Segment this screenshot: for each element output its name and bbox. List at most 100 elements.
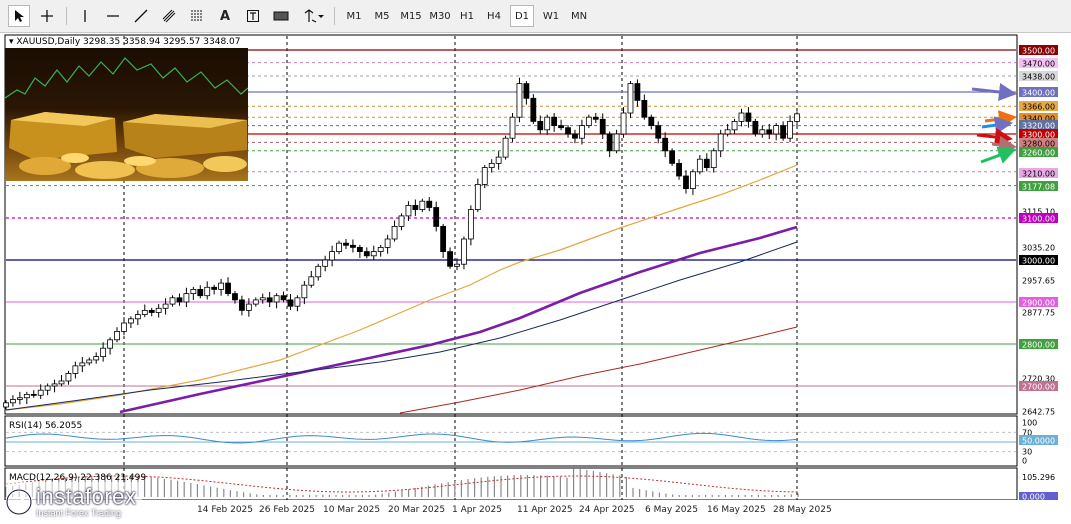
timeframe-m5[interactable]: M5: [374, 10, 390, 22]
candle-body: [433, 207, 440, 227]
candle-body: [176, 297, 183, 303]
timeframe-mn[interactable]: MN: [570, 10, 588, 22]
macd-axis-label: 105.296: [1022, 473, 1055, 482]
candle-body: [599, 118, 606, 135]
candle-body: [745, 112, 752, 122]
candle-body: [148, 309, 155, 313]
channel-tool-icon[interactable]: [158, 5, 180, 27]
vertical-line-icon[interactable]: [74, 5, 96, 27]
timeframe-w1[interactable]: W1: [542, 10, 560, 22]
crosshair-tool-icon[interactable]: [36, 5, 58, 27]
arrows-dropdown-icon[interactable]: [300, 5, 328, 27]
text-tool-button[interactable]: A: [219, 8, 231, 24]
rsi-axis-label: 100: [1022, 419, 1037, 428]
date-label: 10 Mar 2025: [323, 505, 381, 515]
candle-body: [377, 246, 384, 252]
candle-body: [65, 372, 72, 382]
price-label-box: [1019, 255, 1058, 265]
timeframe-h1[interactable]: H1: [460, 10, 474, 22]
price-label-box: [1019, 120, 1058, 130]
main-chart-frame: [4, 34, 1018, 500]
price-label-box: [1019, 101, 1058, 111]
candle-body: [648, 116, 655, 126]
candle-body: [127, 318, 134, 324]
price-axis-label: 3300.00: [1022, 131, 1055, 140]
candle-body: [419, 200, 426, 210]
price-axis-label: 3035.20: [1022, 244, 1055, 253]
candle-body: [592, 116, 599, 120]
candle-body: [738, 112, 745, 122]
candle-body: [613, 133, 620, 152]
candle-body: [794, 113, 800, 122]
timeframe-d1[interactable]: D1: [510, 5, 534, 27]
candle-body: [572, 133, 578, 139]
candle-body: [488, 162, 495, 168]
candle-body: [412, 204, 419, 210]
candle-body: [336, 242, 342, 252]
candle-body: [239, 299, 245, 311]
date-axis: [0, 500, 1071, 524]
ma-long-line: [399, 326, 798, 414]
chart-header: ▾ XAUUSD,Daily 3298.35 3358.94 3295.57 3…: [9, 37, 240, 47]
price-axis-label: 3000.00: [1022, 257, 1055, 266]
date-label: 28 May 2025: [773, 505, 832, 515]
candle-body: [481, 167, 488, 185]
brand-tagline: Instant Forex Trading: [36, 508, 122, 518]
price-axis-label: 3438.00: [1022, 73, 1055, 82]
rsi-label: RSI(14) 56.2055: [9, 421, 82, 431]
candle-body: [752, 121, 759, 135]
candle-body: [502, 137, 509, 158]
candle-body: [391, 225, 398, 240]
candle-body: [30, 393, 37, 396]
price-axis-label: 3470.00: [1022, 60, 1055, 69]
candle-body: [363, 251, 370, 257]
date-label: 6 May 2025: [645, 505, 698, 515]
candle-body: [447, 251, 453, 267]
trendline-icon[interactable]: [130, 5, 152, 27]
rsi-axis-label: 70: [1022, 429, 1032, 438]
date-label: 11 Apr 2025: [517, 505, 573, 515]
candle-body: [426, 200, 433, 208]
price-axis-label: 3115.10: [1022, 208, 1055, 217]
price-label-box: [1019, 168, 1058, 178]
vertical-grid: [123, 36, 798, 500]
rectangle-tool-icon[interactable]: [270, 5, 292, 27]
candle-body: [134, 314, 141, 320]
candle-body: [634, 83, 641, 101]
candle-body: [3, 402, 9, 408]
price-axis-label: 3100.00: [1022, 215, 1055, 224]
candle-body: [690, 171, 696, 190]
timeframe-m30[interactable]: M30: [429, 10, 451, 22]
candle-body: [565, 127, 571, 135]
macd-axis-label: 0.000: [1022, 493, 1045, 501]
candle-body: [10, 399, 16, 404]
timeframe-h4[interactable]: H4: [487, 10, 501, 22]
candle-body: [516, 83, 523, 118]
fibonacci-tool-icon[interactable]: [186, 5, 208, 27]
candle-body: [169, 297, 176, 305]
candle-body: [440, 225, 447, 252]
text-label-icon[interactable]: [242, 5, 264, 27]
candle-body: [141, 309, 148, 315]
candle-body: [266, 297, 273, 303]
price-label-box: [1019, 58, 1058, 68]
price-axis-label: 3177.08: [1022, 183, 1055, 192]
candle-body: [773, 125, 780, 135]
date-label: 16 May 2025: [707, 505, 766, 515]
timeframe-m1[interactable]: M1: [346, 10, 362, 22]
horizontal-line-icon[interactable]: [102, 5, 124, 27]
candle-body: [100, 347, 107, 358]
price-axis-label: 2900.00: [1022, 299, 1055, 308]
price-label-box: [1019, 71, 1058, 81]
candle-body: [662, 137, 669, 152]
timeframe-m15[interactable]: M15: [400, 10, 422, 22]
ma-fast-line: [5, 164, 798, 411]
ma-mid-line: [119, 225, 798, 414]
candle-body: [696, 158, 703, 173]
brand-watermark: instaforex Instant Forex Trading: [6, 482, 143, 522]
cursor-tool-icon[interactable]: [8, 5, 30, 27]
price-label-box: [1019, 297, 1058, 307]
candle-body: [370, 251, 377, 257]
candle-body: [16, 397, 23, 400]
rsi-line: [5, 432, 799, 444]
